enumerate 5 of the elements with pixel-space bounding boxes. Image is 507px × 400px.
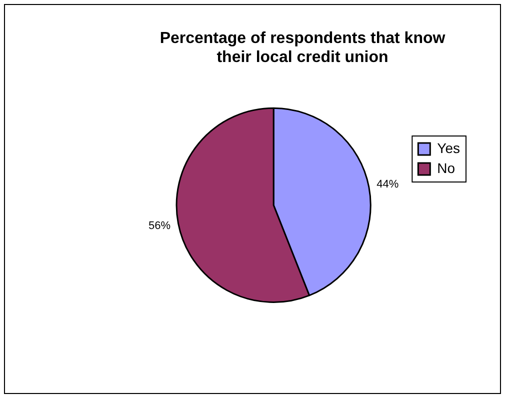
- data-label: 56%: [148, 220, 171, 232]
- chart-title: Percentage of respondents that know their local credit union: [160, 30, 446, 66]
- legend-label: No: [437, 160, 456, 176]
- data-label: 44%: [376, 178, 399, 190]
- legend-label: Yes: [437, 140, 460, 156]
